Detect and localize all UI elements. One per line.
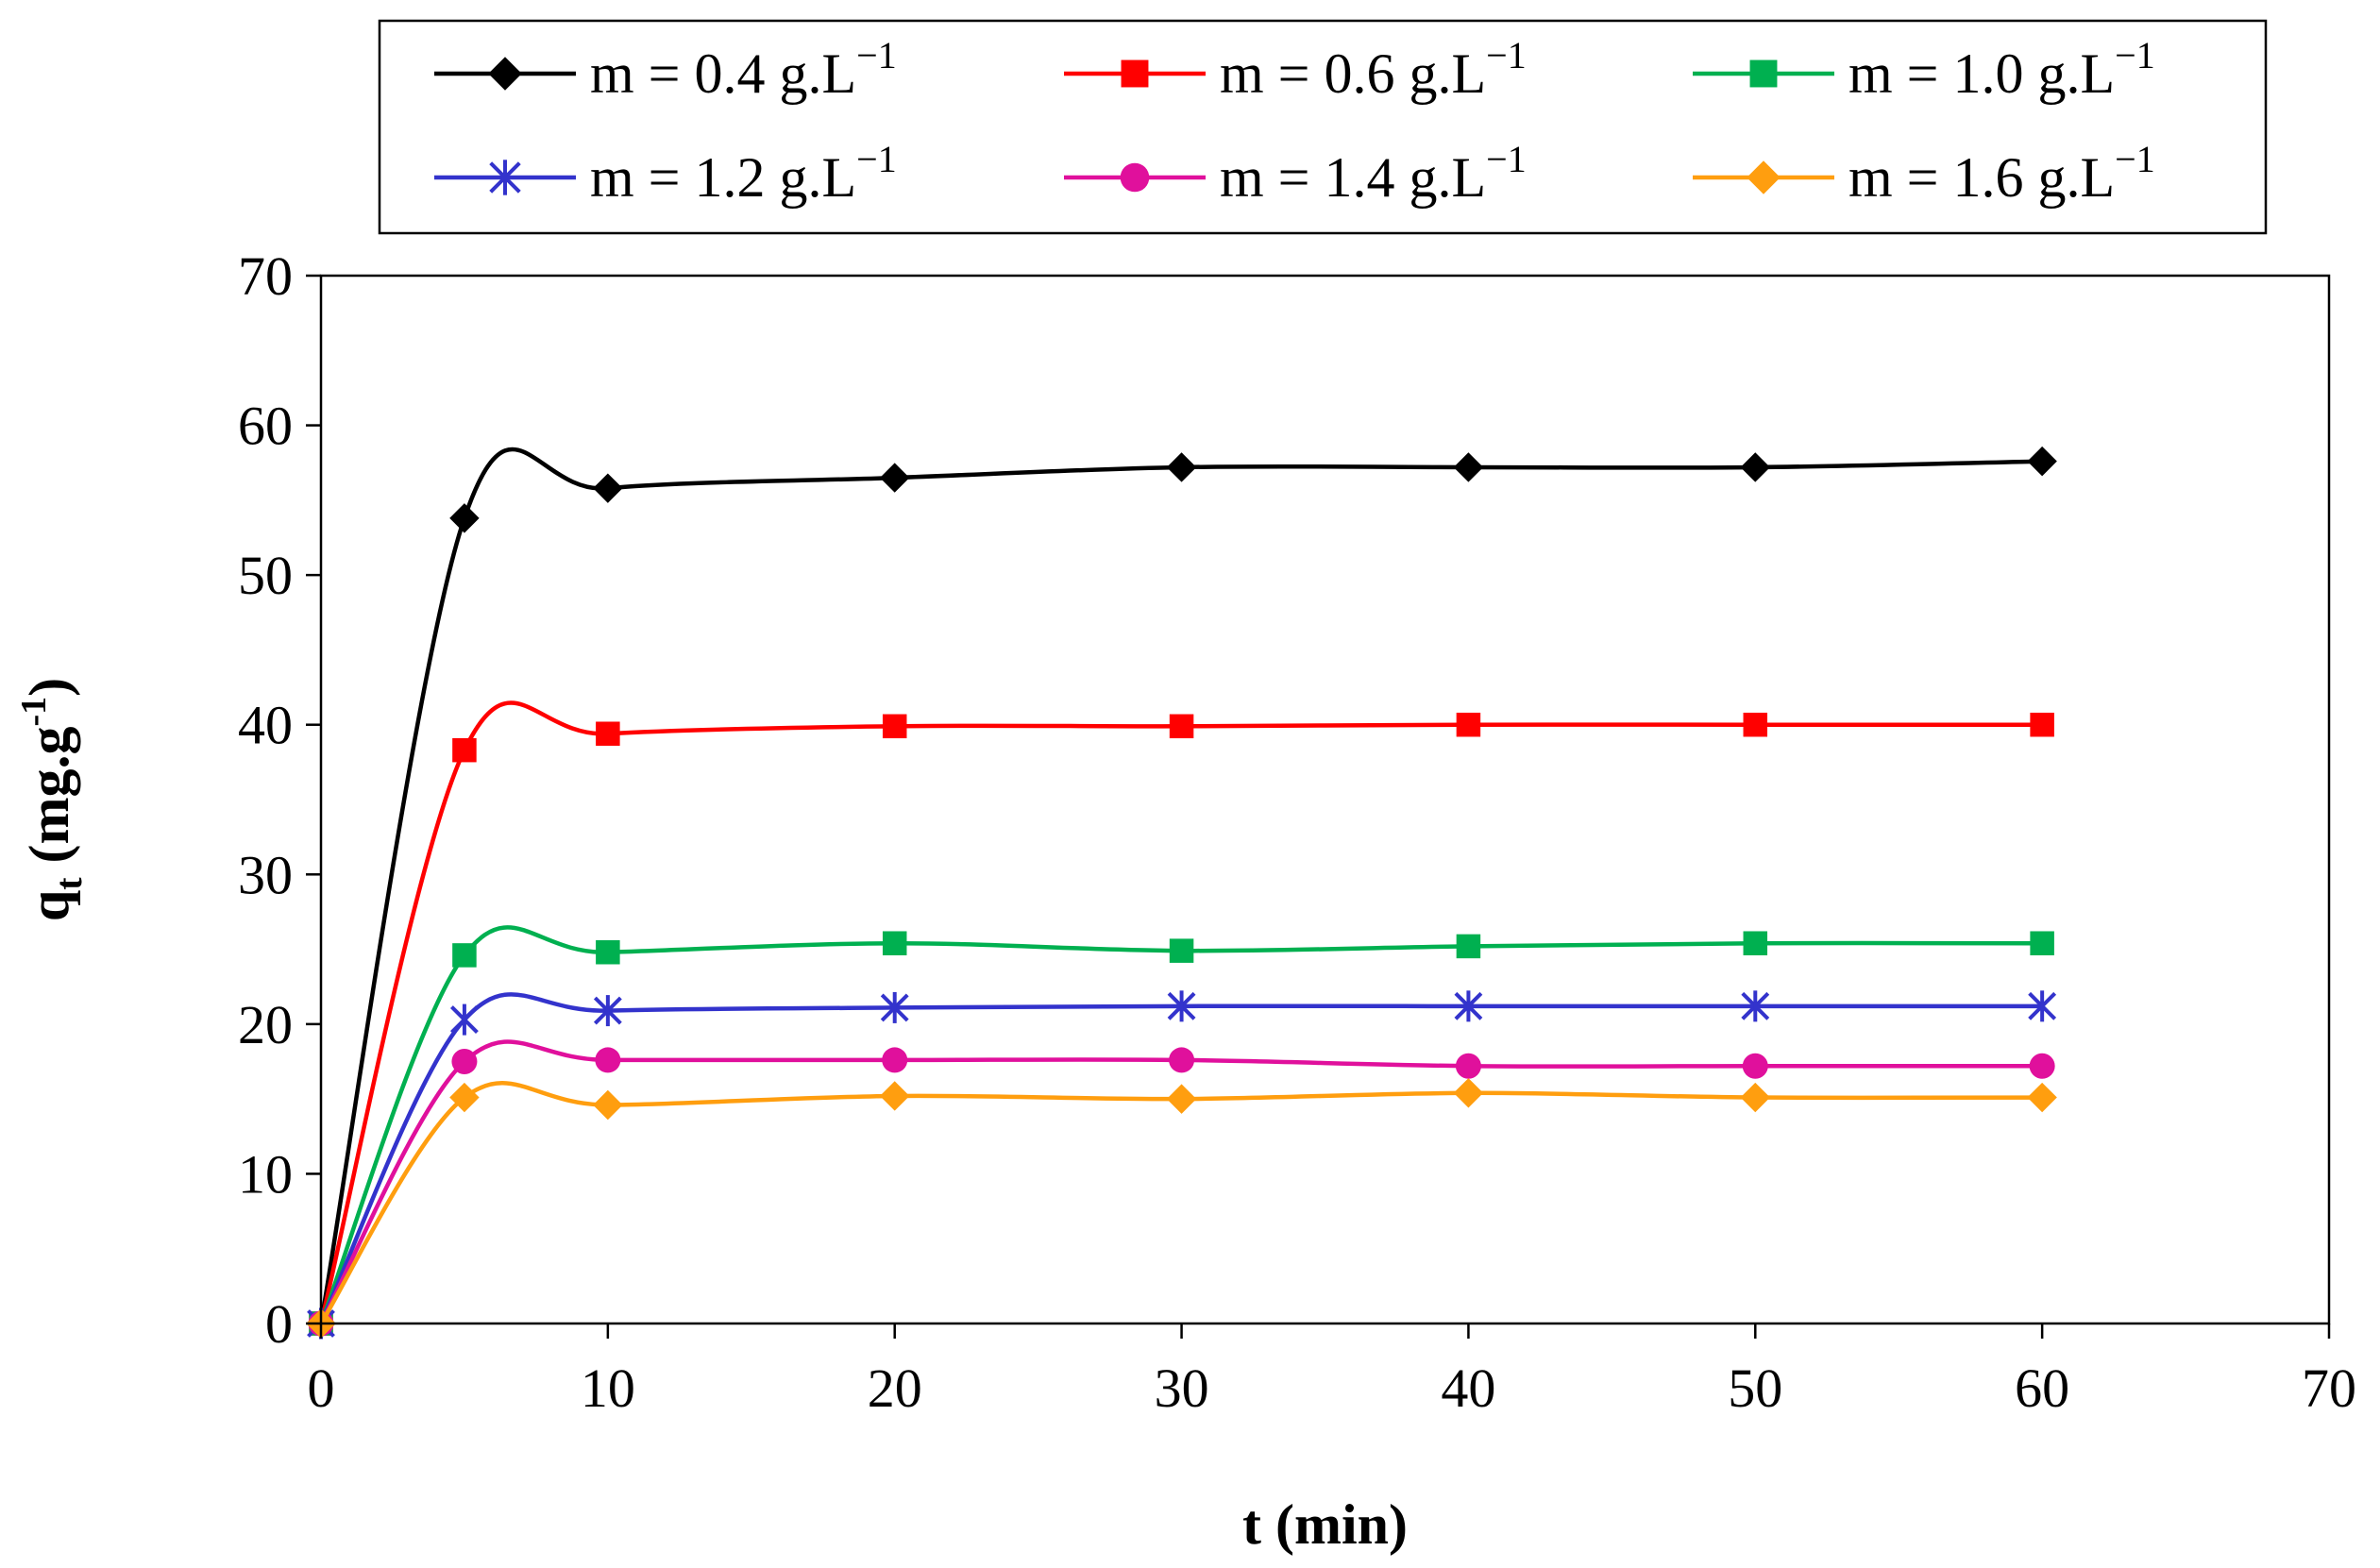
- legend-marker: [488, 57, 522, 91]
- series-2: [309, 925, 2054, 1336]
- data-point: [880, 463, 910, 493]
- legend-label: m = 0.6 g.L−1: [1220, 34, 1527, 105]
- data-point: [451, 1049, 478, 1074]
- y-axis-title-sub: t: [47, 877, 90, 890]
- data-point: [1456, 934, 1481, 959]
- data-point: [1456, 712, 1481, 737]
- data-point: [450, 1003, 479, 1036]
- legend-item: m = 0.4 g.L−1: [434, 34, 897, 105]
- x-tick-label: 20: [868, 1357, 922, 1419]
- data-point: [593, 1089, 623, 1121]
- data-point: [595, 1047, 621, 1073]
- axes: 0 10 20 30 40 50 60 70 0 10 20 30 40 50 60 70: [238, 245, 2356, 1419]
- data-point: [452, 943, 477, 968]
- data-point: [1169, 938, 1194, 963]
- y-tick-label: 70: [238, 245, 293, 307]
- data-point: [882, 931, 907, 955]
- data-point: [452, 737, 477, 763]
- data-point: [880, 1081, 910, 1111]
- data-point: [593, 473, 623, 503]
- y-axis-title-close: ): [18, 678, 80, 697]
- legend-item: m = 0.6 g.L−1: [1064, 34, 1527, 105]
- data-point: [593, 995, 622, 1027]
- legend-marker: [489, 160, 521, 195]
- data-point: [1454, 990, 1483, 1022]
- data-point: [1740, 1082, 1770, 1113]
- data-point: [449, 1082, 480, 1113]
- legend-item: m = 1.4 g.L−1: [1064, 138, 1527, 209]
- series-line: [318, 700, 2043, 1324]
- data-point: [1743, 931, 1768, 955]
- y-axis-title-main: q: [18, 890, 80, 921]
- y-axis-title: qt (mg.g-1): [14, 678, 90, 921]
- legend: m = 0.4 g.L−1 m = 0.6 g.L−1 m = 1.0 g.L−1 m…: [378, 19, 2268, 235]
- data-point: [596, 721, 620, 746]
- plot-frame: [319, 274, 2331, 1325]
- data-point: [880, 991, 909, 1023]
- legend-box: [378, 19, 2268, 235]
- legend-label: m = 1.0 g.L−1: [1848, 34, 2155, 105]
- legend-marker: [1121, 59, 1149, 88]
- series-5: [306, 1078, 2057, 1339]
- data-point: [1453, 1078, 1484, 1108]
- data-point: [1455, 1053, 1481, 1079]
- data-point: [1166, 1084, 1197, 1114]
- data-point: [1166, 452, 1197, 482]
- x-tick-label: 70: [2302, 1357, 2356, 1419]
- legend-item: m = 1.2 g.L−1: [434, 138, 897, 209]
- legend-label: m = 1.6 g.L−1: [1848, 138, 2155, 209]
- data-point: [2028, 990, 2057, 1022]
- data-point: [1743, 712, 1768, 737]
- y-tick-label: 20: [238, 994, 293, 1055]
- data-point: [596, 939, 620, 965]
- legend-label: m = 0.4 g.L−1: [590, 34, 897, 105]
- data-point: [2027, 1082, 2057, 1113]
- x-tick-label: 40: [1441, 1357, 1495, 1419]
- data-point: [1741, 990, 1770, 1022]
- data-point: [2027, 446, 2057, 477]
- data-point: [2030, 712, 2054, 737]
- x-tick-label: 0: [308, 1357, 335, 1419]
- y-axis-title-sup: -1: [14, 697, 54, 727]
- y-tick-label: 0: [265, 1293, 293, 1355]
- data-point: [1742, 1053, 1768, 1079]
- legend-item: m = 1.0 g.L−1: [1693, 34, 2155, 105]
- legend-label: m = 1.2 g.L−1: [590, 138, 897, 209]
- y-tick-label: 40: [238, 695, 293, 756]
- data-point: [1169, 714, 1194, 739]
- data-point: [1453, 452, 1484, 482]
- y-axis-title-unit: (mg.g: [18, 726, 80, 877]
- legend-label: m = 1.4 g.L−1: [1220, 138, 1527, 209]
- x-tick-label: 60: [2015, 1357, 2069, 1419]
- series-line: [318, 447, 2043, 1324]
- y-tick-label: 50: [238, 545, 293, 606]
- data-point: [1167, 990, 1196, 1022]
- data-point: [1169, 1047, 1195, 1073]
- y-tick-label: 30: [238, 844, 293, 905]
- x-tick-label: 10: [581, 1357, 635, 1419]
- x-axis-title: t (min): [1242, 1493, 1408, 1556]
- data-point: [882, 714, 907, 739]
- data-point: [2029, 1053, 2055, 1079]
- series-line: [319, 1081, 2043, 1325]
- legend-item: m = 1.6 g.L−1: [1693, 138, 2155, 209]
- y-tick-label: 60: [238, 396, 293, 457]
- data-point: [882, 1047, 908, 1073]
- legend-marker: [1120, 162, 1150, 193]
- y-tick-label: 10: [238, 1143, 293, 1205]
- data-point: [1740, 452, 1770, 482]
- series-line: [319, 1039, 2043, 1325]
- legend-marker: [1749, 59, 1778, 88]
- legend-marker: [1747, 160, 1781, 194]
- data-point: [449, 503, 480, 533]
- x-tick-label: 50: [1728, 1357, 1782, 1419]
- data-point: [2030, 931, 2054, 955]
- x-tick-label: 30: [1155, 1357, 1209, 1419]
